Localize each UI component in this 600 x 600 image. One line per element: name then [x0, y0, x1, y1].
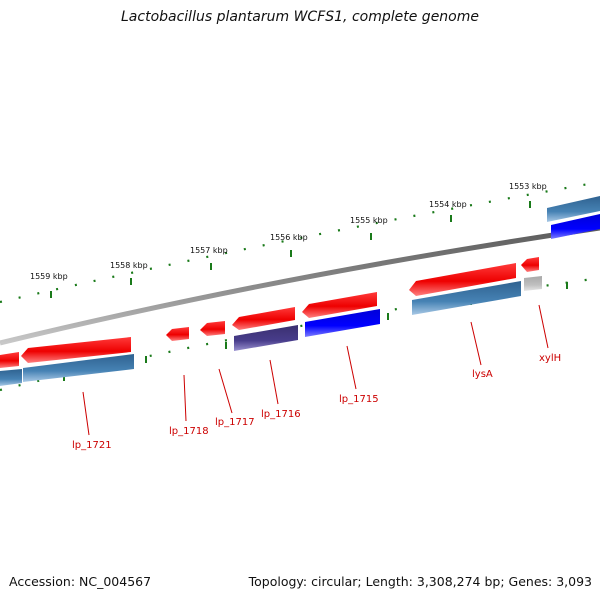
accession-text: Accession: NC_004567 — [9, 574, 152, 589]
map-title: Lactobacillus plantarum WCFS1, complete … — [121, 9, 479, 25]
outer-major-ticks — [50, 201, 531, 298]
topology-text: Topology: circular; Length: 3,308,274 bp… — [248, 574, 592, 589]
cds-feature[interactable] — [23, 354, 134, 382]
kbp-label: 1556 kbp — [270, 233, 308, 242]
kbp-label: 1554 kbp — [429, 200, 467, 209]
gene-label[interactable]: lp_1715 — [339, 394, 379, 405]
gene-arrow[interactable] — [166, 327, 189, 341]
gene-label[interactable]: lysA — [472, 369, 493, 380]
label-leaders — [82, 304, 549, 436]
kbp-label: 1553 kbp — [509, 182, 547, 191]
gene-arrow[interactable] — [232, 307, 295, 330]
gene-arrow[interactable] — [0, 352, 19, 368]
gene-label[interactable]: lp_1721 — [72, 440, 112, 451]
cds-feature[interactable] — [551, 214, 600, 239]
gene-arrow[interactable] — [521, 257, 539, 272]
cds-feature[interactable] — [524, 276, 542, 291]
gene-arrow[interactable] — [302, 292, 377, 318]
kbp-label: 1557 kbp — [190, 246, 228, 255]
cds-feature[interactable] — [412, 281, 521, 315]
gene-arrow[interactable] — [200, 321, 225, 336]
gene-arrow[interactable] — [409, 263, 516, 296]
gene-label[interactable]: lp_1716 — [261, 409, 301, 420]
cds-feature[interactable] — [547, 196, 600, 222]
kbp-label: 1558 kbp — [110, 261, 148, 270]
kbp-label: 1559 kbp — [30, 272, 68, 281]
cds-feature[interactable] — [305, 309, 380, 337]
genome-backbone — [0, 225, 600, 346]
kbp-label: 1555 kbp — [350, 216, 388, 225]
gene-label[interactable]: xylH — [539, 353, 561, 364]
gene-label[interactable]: lp_1717 — [215, 417, 255, 428]
cds-feature[interactable] — [234, 325, 298, 351]
gene-label[interactable]: lp_1718 — [169, 426, 209, 437]
gene-arrow[interactable] — [21, 337, 131, 363]
cds-feature[interactable] — [0, 369, 22, 386]
